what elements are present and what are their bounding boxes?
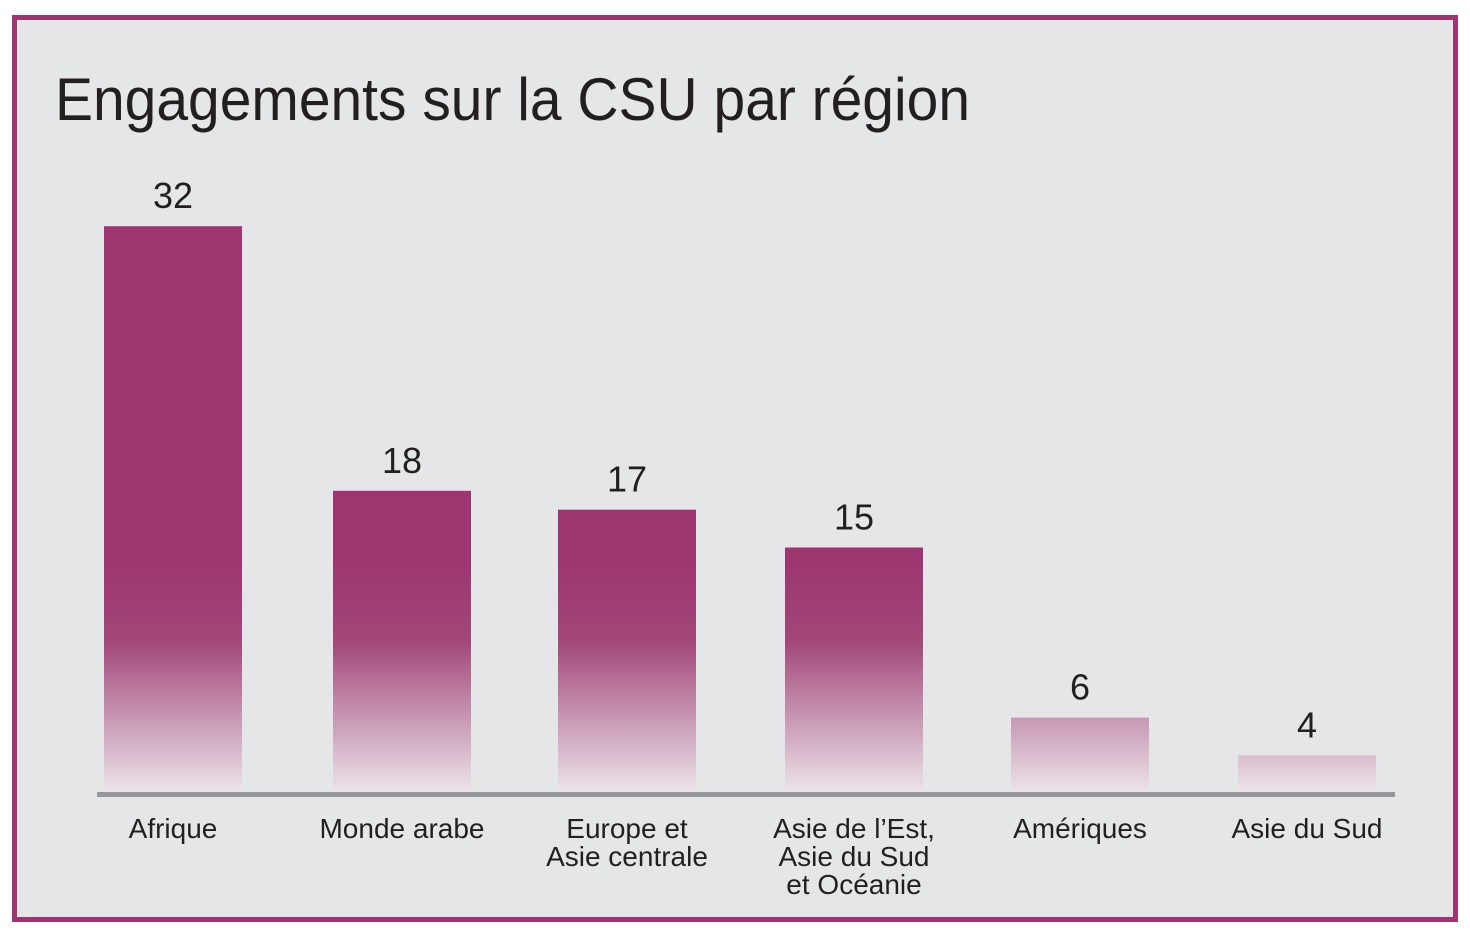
category-label: Asie centrale — [546, 841, 708, 872]
bar — [1238, 755, 1376, 792]
category-label: Afrique — [129, 813, 218, 844]
category-label: Asie du Sud — [1232, 813, 1383, 844]
category-label: Monde arabe — [319, 813, 484, 844]
chart-frame — [12, 15, 1458, 922]
category-label: et Océanie — [786, 869, 921, 900]
category-label: Amériques — [1013, 813, 1147, 844]
category-label: Asie du Sud — [779, 841, 930, 872]
bar — [558, 509, 696, 792]
x-axis-line — [97, 792, 1395, 797]
bar — [1011, 717, 1149, 792]
data-label: 18 — [382, 440, 422, 481]
bar — [333, 490, 471, 792]
category-label: Asie de l’Est, — [773, 813, 935, 844]
data-label: 17 — [607, 459, 647, 500]
data-label: 32 — [153, 175, 193, 216]
category-label: Europe et — [566, 813, 688, 844]
data-label: 6 — [1070, 667, 1090, 708]
bar — [785, 547, 923, 792]
bars: 32 18 17 15 6 4 — [104, 175, 1376, 792]
data-label: 15 — [834, 497, 874, 538]
bar — [104, 226, 242, 792]
chart-title: Engagements sur la CSU par région — [55, 66, 970, 133]
data-label: 4 — [1297, 704, 1317, 745]
